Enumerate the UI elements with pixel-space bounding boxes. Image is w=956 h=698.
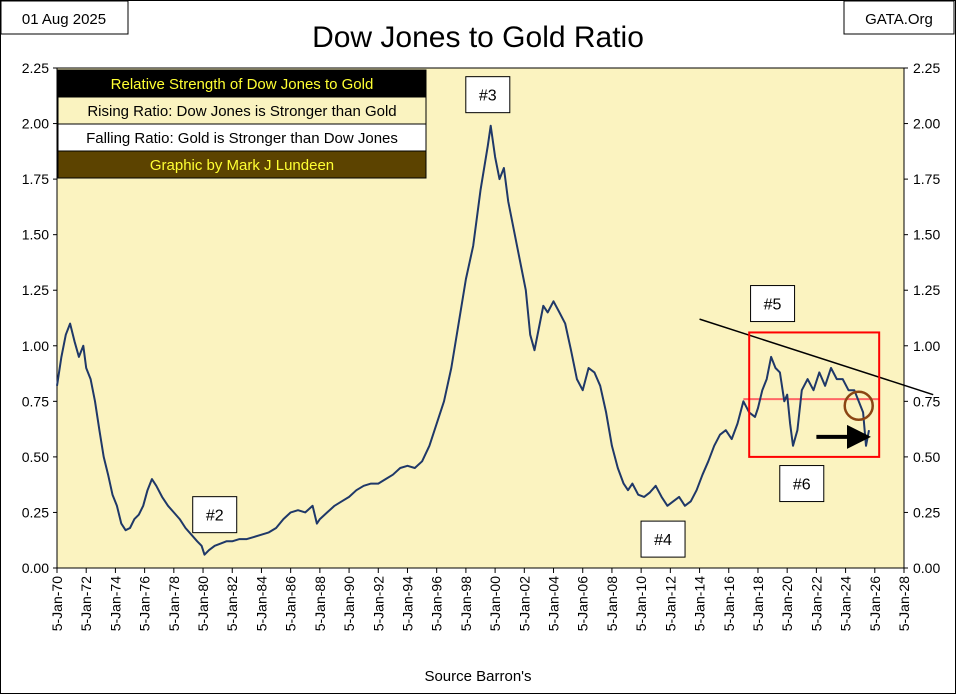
y-tick-label-right: 0.75 xyxy=(913,393,940,409)
y-tick-label-right: 0.50 xyxy=(913,449,940,465)
date-box: 01 Aug 2025 xyxy=(0,0,129,35)
x-tick-label: 5-Jan-04 xyxy=(546,576,562,631)
x-tick-label: 5-Jan-70 xyxy=(49,576,65,631)
y-tick-label-right: 0.00 xyxy=(913,560,940,576)
annotation-box xyxy=(465,76,511,114)
annotation-text: #6 xyxy=(793,477,811,494)
legend-row xyxy=(57,69,427,98)
annotation-box xyxy=(750,285,796,323)
highlight-circle xyxy=(843,390,874,422)
x-tick-label: 5-Jan-94 xyxy=(399,576,415,631)
x-tick-label: 5-Jan-74 xyxy=(107,576,123,631)
y-axis-left: 0.00 0.25 0.50 0.75 1.00 1.25 1.50 1.75 2.00 2.25 xyxy=(22,60,57,576)
x-tick-label: 5-Jan-78 xyxy=(166,576,182,631)
x-tick-label: 5-Jan-80 xyxy=(195,576,211,631)
x-tick-label: 5-Jan-92 xyxy=(370,576,386,631)
annotation-text: #2 xyxy=(206,508,224,525)
y-tick-label-right: 2.00 xyxy=(913,116,940,132)
x-tick-label: 5-Jan-98 xyxy=(458,576,474,631)
legend: Relative Strength of Dow Jones to Gold Ri… xyxy=(57,69,427,179)
y-tick-label-left: 0.75 xyxy=(22,393,49,409)
x-tick-label: 5-Jan-02 xyxy=(516,576,532,631)
x-tick-label: 5-Jan-18 xyxy=(750,576,766,631)
x-tick-label: 5-Jan-16 xyxy=(721,576,737,631)
annotation-text: #4 xyxy=(654,532,672,549)
y-tick-label-right: 1.25 xyxy=(913,282,940,298)
x-tick-label: 5-Jan-24 xyxy=(838,576,854,631)
source-label: Source Barron's xyxy=(424,668,531,685)
annotation-label: #5 xyxy=(750,285,796,323)
x-tick-label: 5-Jan-28 xyxy=(896,576,912,631)
highlights xyxy=(748,331,881,458)
legend-text: Rising Ratio: Dow Jones is Stronger than… xyxy=(87,103,396,120)
y-tick-label-right: 1.00 xyxy=(913,338,940,354)
annotation-label: #4 xyxy=(640,520,686,558)
annotation-label: #3 xyxy=(465,76,511,114)
trend-line xyxy=(699,318,934,396)
annotation-box xyxy=(640,520,686,558)
x-tick-label: 5-Jan-06 xyxy=(575,576,591,631)
reference-lines xyxy=(699,318,934,401)
y-tick-label-left: 2.00 xyxy=(22,116,49,132)
x-tick-label: 5-Jan-14 xyxy=(692,576,708,631)
x-tick-label: 5-Jan-00 xyxy=(487,576,503,631)
x-tick-label: 5-Jan-08 xyxy=(604,576,620,631)
y-tick-label-right: 0.25 xyxy=(913,504,940,520)
y-tick-label-left: 2.25 xyxy=(22,60,49,76)
x-tick-label: 5-Jan-88 xyxy=(312,576,328,631)
y-tick-label-left: 0.25 xyxy=(22,504,49,520)
x-tick-label: 5-Jan-26 xyxy=(867,576,883,631)
x-tick-label: 5-Jan-76 xyxy=(137,576,153,631)
x-axis: 5-Jan-70 5-Jan-72 5-Jan-74 5-Jan-76 5-Jan-78… xyxy=(49,568,912,631)
annotation-text: #3 xyxy=(479,88,497,105)
legend-text: Falling Ratio: Gold is Stronger than Dow… xyxy=(86,130,398,147)
annotation-text: #5 xyxy=(764,297,782,314)
x-tick-label: 5-Jan-90 xyxy=(341,576,357,631)
legend-row xyxy=(57,150,427,179)
legend-row xyxy=(57,123,427,152)
x-tick-label: 5-Jan-72 xyxy=(78,576,94,631)
y-tick-label-right: 1.50 xyxy=(913,227,940,243)
legend-text: Graphic by Mark J Lundeen xyxy=(150,157,334,174)
y-tick-label-right: 1.75 xyxy=(913,171,940,187)
annotation-label: #6 xyxy=(779,465,825,503)
brand-box: GATA.Org xyxy=(843,0,955,35)
annotation-box xyxy=(192,496,238,534)
legend-text: Relative Strength of Dow Jones to Gold xyxy=(111,76,374,93)
y-tick-label-left: 1.25 xyxy=(22,282,49,298)
ratio-series-line xyxy=(56,124,870,556)
y-tick-label-left: 1.75 xyxy=(22,171,49,187)
x-tick-label: 5-Jan-20 xyxy=(779,576,795,631)
x-tick-label: 5-Jan-84 xyxy=(253,576,269,631)
annotation-label: #2 xyxy=(192,496,238,534)
brand-label: GATA.Org xyxy=(865,11,933,28)
highlight-rectangle xyxy=(748,331,881,458)
annotation-box xyxy=(779,465,825,503)
y-axis-right: 0.00 0.25 0.50 0.75 1.00 1.25 1.50 1.75 2.00 2.25 xyxy=(904,60,940,576)
x-tick-label: 5-Jan-10 xyxy=(633,576,649,631)
x-tick-label: 5-Jan-86 xyxy=(283,576,299,631)
date-label: 01 Aug 2025 xyxy=(22,11,106,28)
chart-title: Dow Jones to Gold Ratio xyxy=(312,21,644,54)
y-tick-label-left: 1.00 xyxy=(22,338,49,354)
x-tick-label: 5-Jan-82 xyxy=(224,576,240,631)
annotations: #2 #3 #4 #5 #6 xyxy=(192,76,825,558)
series xyxy=(56,124,870,556)
x-tick-label: 5-Jan-12 xyxy=(662,576,678,631)
y-tick-label-left: 0.50 xyxy=(22,449,49,465)
x-tick-label: 5-Jan-96 xyxy=(429,576,445,631)
y-tick-label-right: 2.25 xyxy=(913,60,940,76)
x-tick-label: 5-Jan-22 xyxy=(808,576,824,631)
y-tick-label-left: 0.00 xyxy=(22,560,49,576)
y-tick-label-left: 1.50 xyxy=(22,227,49,243)
